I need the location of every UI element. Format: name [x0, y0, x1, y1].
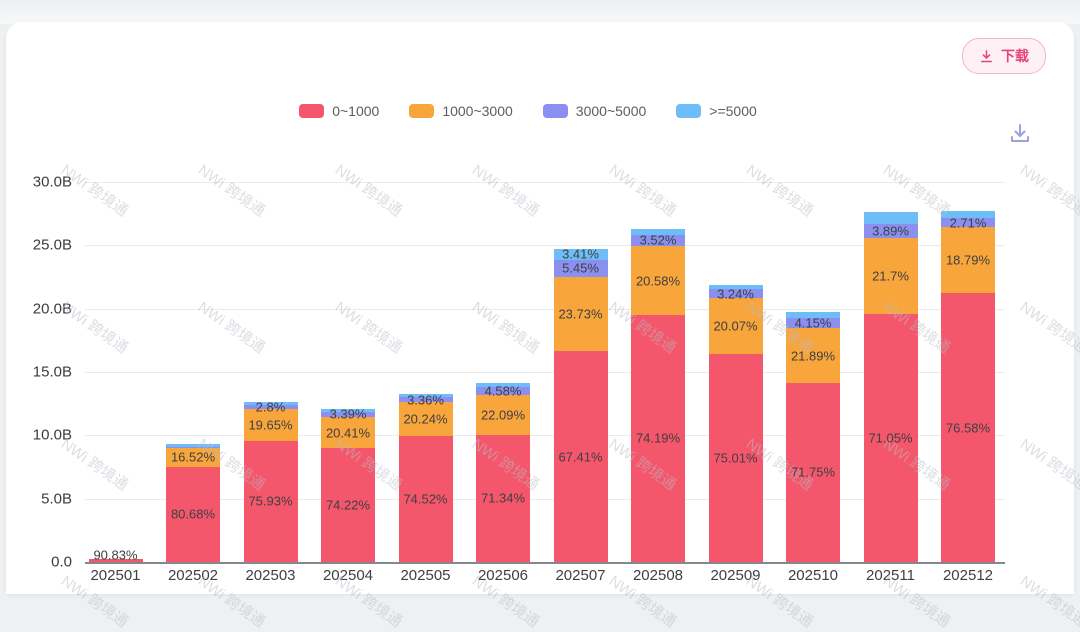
legend-swatch — [409, 104, 434, 118]
download-button-label: 下载 — [1001, 46, 1029, 66]
legend-swatch — [543, 104, 568, 118]
download-button[interactable]: 下载 — [962, 38, 1046, 74]
legend-label: 0~1000 — [332, 103, 379, 119]
legend-label: 3000~5000 — [576, 103, 646, 119]
legend-item-1000~3000[interactable]: 1000~3000 — [409, 103, 512, 119]
page-top-strip — [0, 0, 1080, 24]
download-icon — [979, 49, 994, 64]
legend-item->=5000[interactable]: >=5000 — [676, 103, 757, 119]
legend-item-0~1000[interactable]: 0~1000 — [299, 103, 379, 119]
legend-swatch — [676, 104, 701, 118]
legend-label: >=5000 — [709, 103, 757, 119]
legend-label: 1000~3000 — [442, 103, 512, 119]
legend-swatch — [299, 104, 324, 118]
legend-item-3000~5000[interactable]: 3000~5000 — [543, 103, 646, 119]
chart-legend: 0~1000 1000~3000 3000~5000 >=5000 — [0, 103, 1056, 119]
chart-download-icon[interactable] — [1008, 120, 1032, 151]
